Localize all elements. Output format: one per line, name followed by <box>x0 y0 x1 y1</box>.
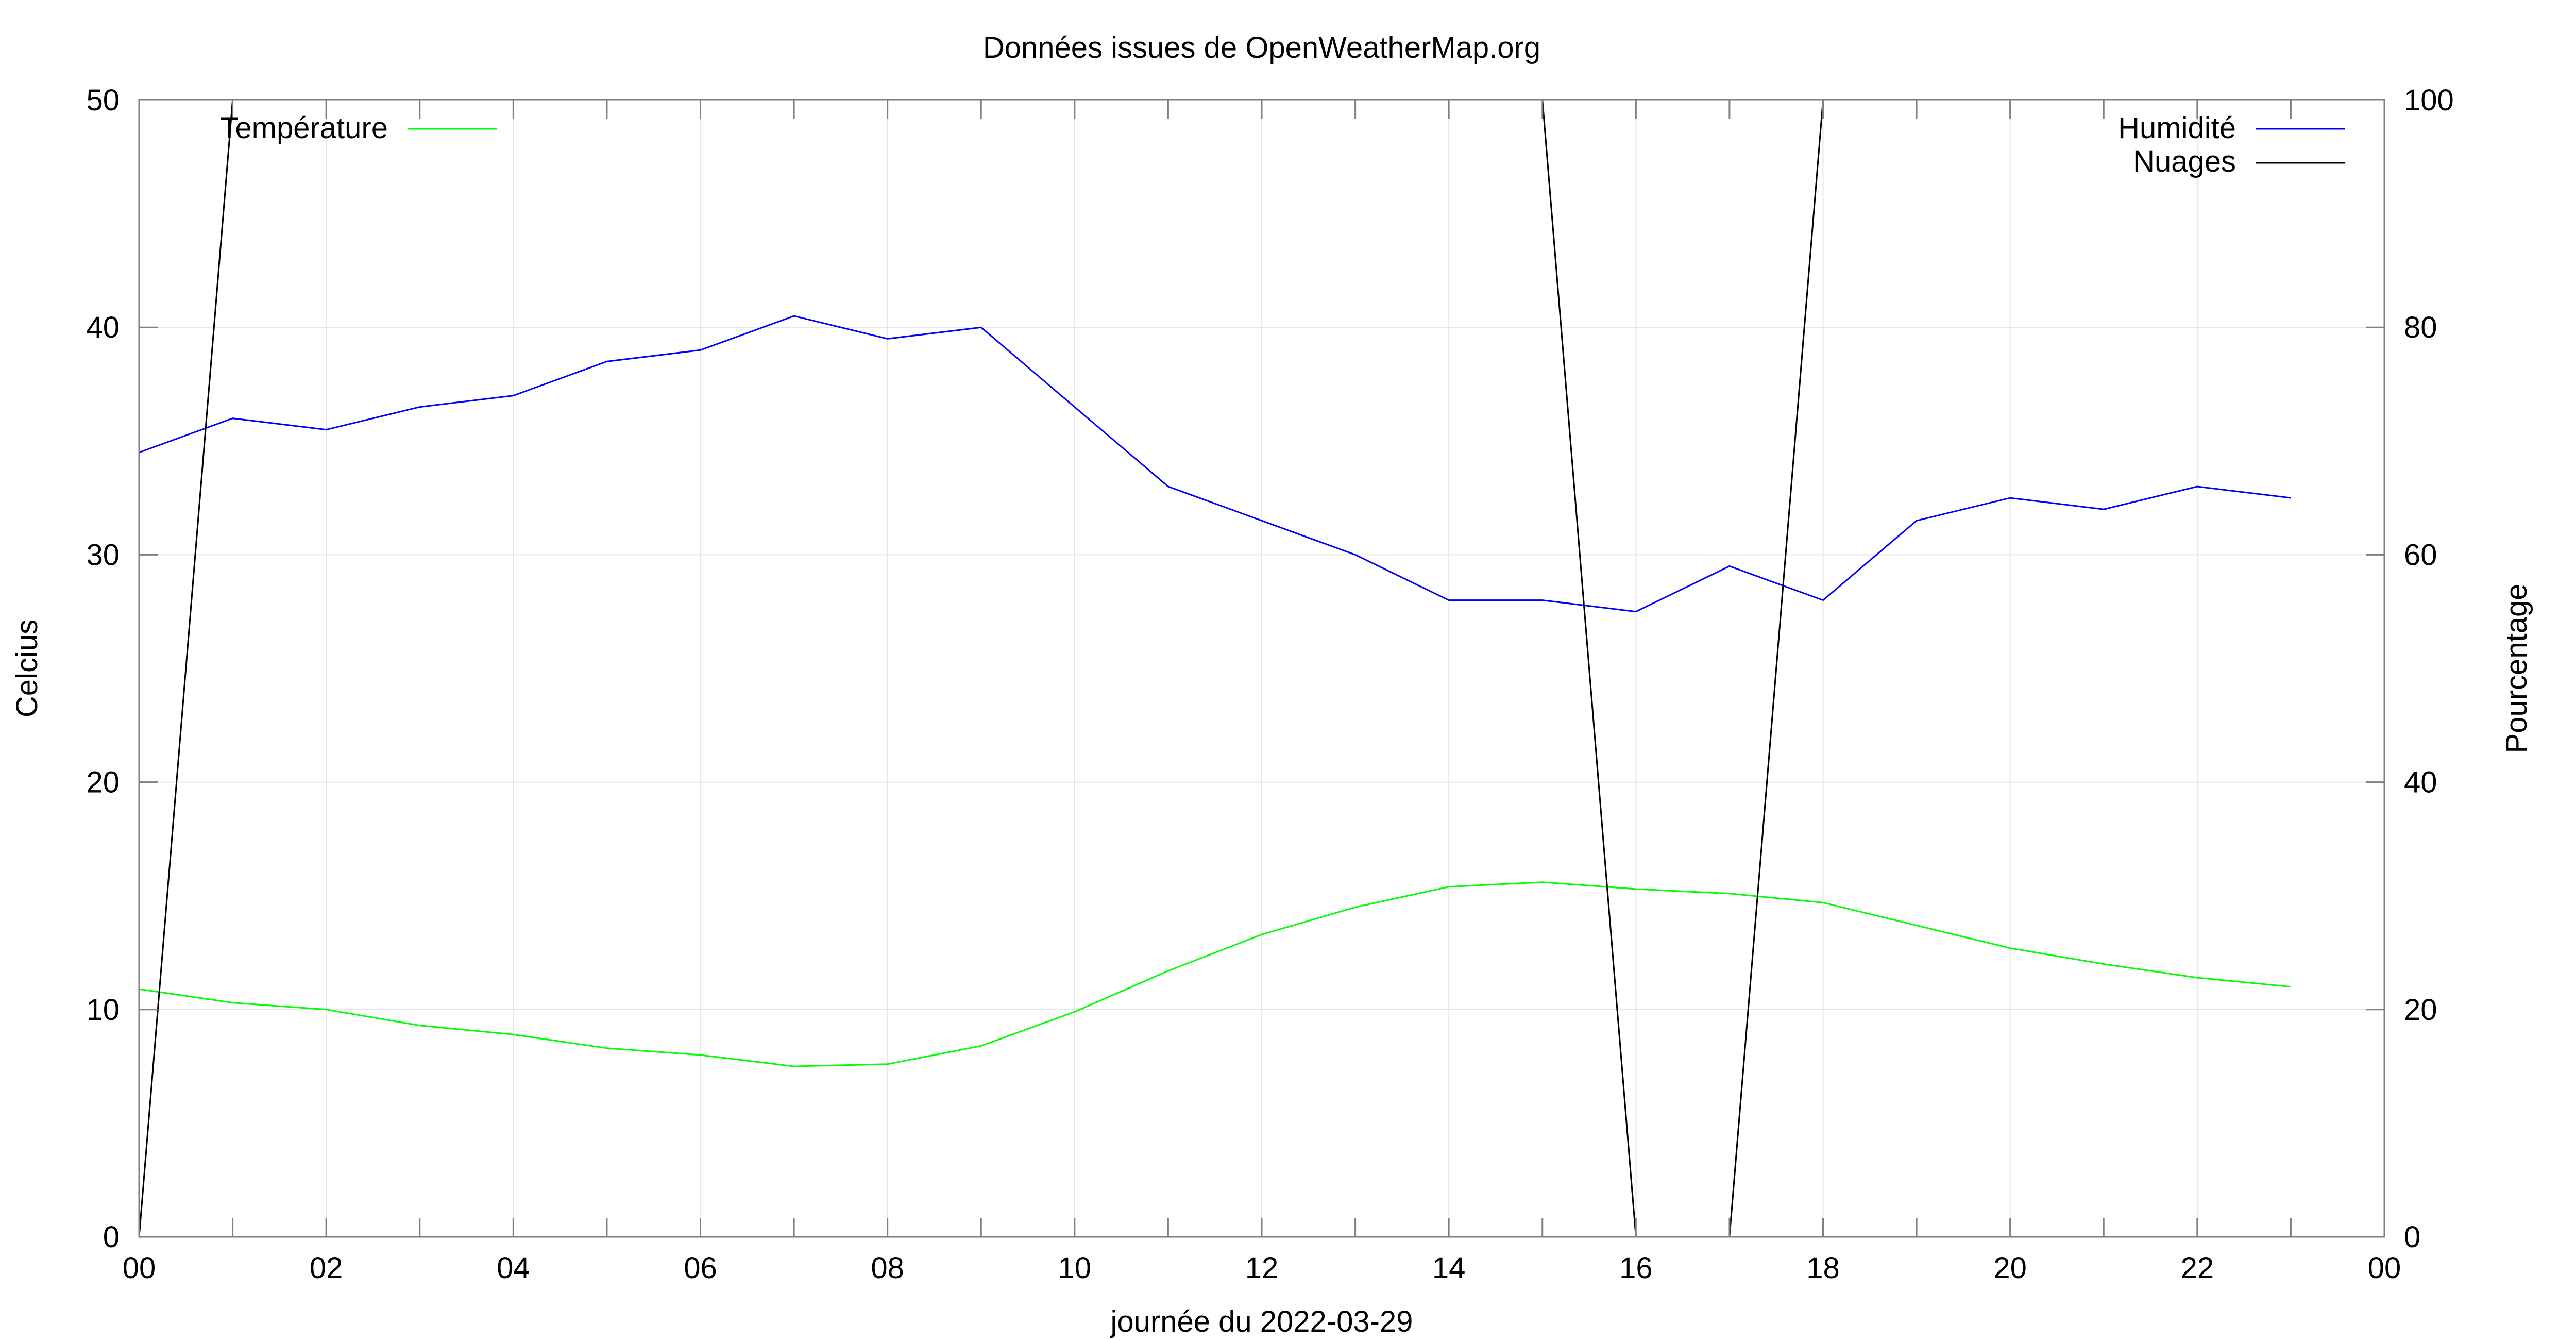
y-right-tick-label: 20 <box>2404 993 2437 1027</box>
series-line-humidite <box>139 315 2291 613</box>
x-tick-label: 00 <box>123 1251 156 1285</box>
y-left-tick-label: 40 <box>86 311 120 344</box>
y-right-axis-title: Pourcentage <box>2500 584 2533 753</box>
y-left-tick-label: 30 <box>86 538 120 572</box>
y-right-tick-label: 100 <box>2404 83 2454 117</box>
legend-label-humidite: Humidité <box>2118 111 2236 145</box>
x-tick-label: 04 <box>497 1251 530 1285</box>
series-line-temperature <box>139 881 2291 1067</box>
y-left-tick-label: 50 <box>86 83 120 117</box>
x-tick-label: 18 <box>1806 1251 1840 1285</box>
y-right-tick-label: 60 <box>2404 538 2437 572</box>
y-left-tick-label: 0 <box>103 1220 120 1254</box>
grid <box>139 100 2384 1237</box>
x-tick-label: 06 <box>684 1251 717 1285</box>
legend-label-temperature: Température <box>220 111 388 145</box>
y-left-tick-label: 20 <box>86 766 120 799</box>
legend-label-nuages: Nuages <box>2133 145 2236 178</box>
chart-title: Données issues de OpenWeatherMap.org <box>983 31 1540 64</box>
y-left-axis-title: Celcius <box>10 619 44 717</box>
x-axis-title: journée du 2022-03-29 <box>1110 1305 1413 1338</box>
x-tick-label: 08 <box>871 1251 904 1285</box>
tick-labels: 00 02 04 06 08 10 12 14 16 18 20 22 0001020304050020… <box>86 83 2453 1285</box>
x-tick-label: 20 <box>1993 1251 2027 1285</box>
axis-ticks <box>139 100 2384 1237</box>
x-tick-label: 16 <box>1619 1251 1653 1285</box>
x-tick-label: 00 <box>2368 1251 2401 1285</box>
legend: Température Humidité Nuages <box>220 111 2345 178</box>
x-tick-label: 02 <box>310 1251 343 1285</box>
y-right-tick-label: 0 <box>2404 1220 2420 1254</box>
x-tick-label: 22 <box>2181 1251 2214 1285</box>
y-right-tick-label: 80 <box>2404 311 2437 344</box>
x-tick-label: 10 <box>1058 1251 1092 1285</box>
y-right-tick-label: 40 <box>2404 766 2437 799</box>
x-tick-label: 14 <box>1432 1251 1466 1285</box>
y-left-tick-label: 10 <box>86 993 120 1027</box>
x-tick-label: 12 <box>1245 1251 1279 1285</box>
